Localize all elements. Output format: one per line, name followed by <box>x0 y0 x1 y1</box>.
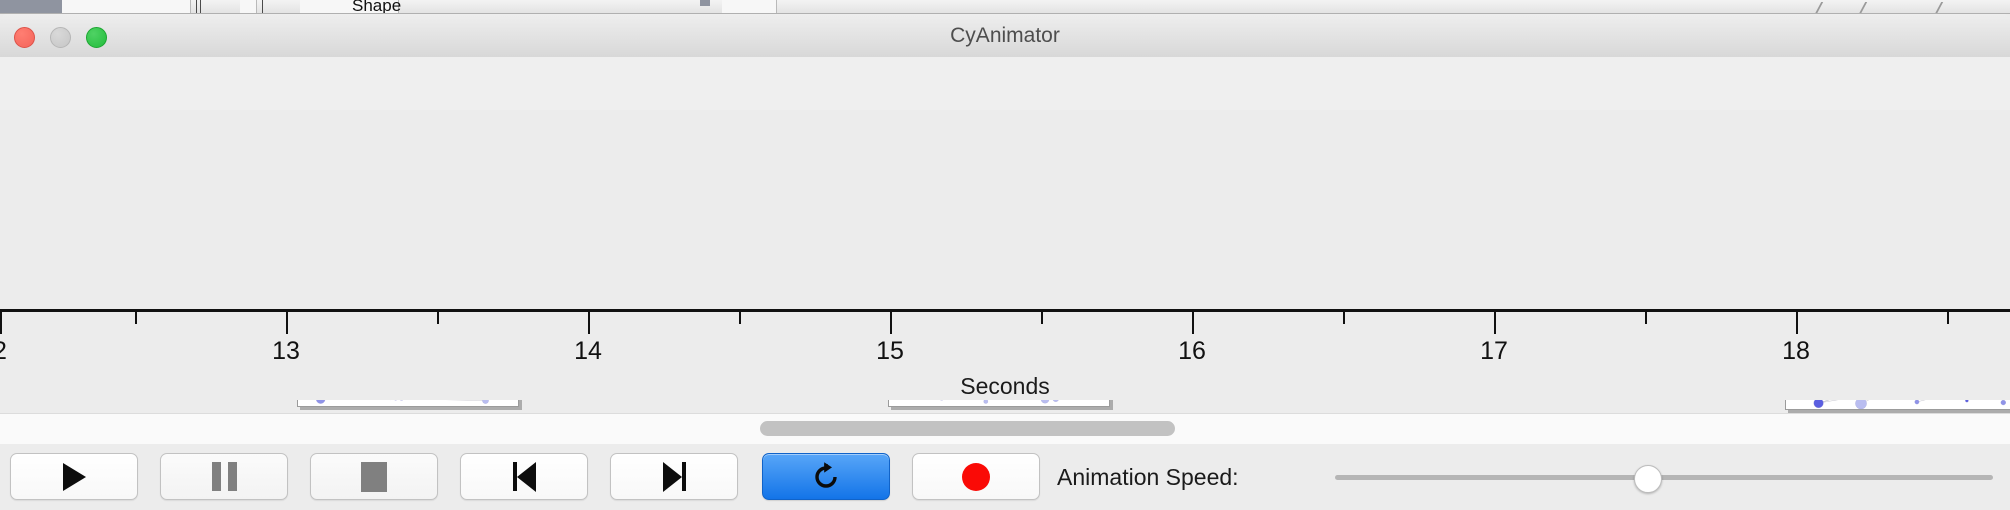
ruler-minor-tick <box>1343 312 1345 324</box>
timeline-track[interactable]: MCM1 MCM1 MCM1 <box>0 110 2010 410</box>
skip-forward-icon <box>662 461 686 492</box>
toolbar: Clear All Frames <box>0 57 2010 153</box>
ruler-tick-label: 13 <box>272 337 300 365</box>
background-window-label: Shape <box>352 0 402 14</box>
ruler-tick-label: 15 <box>876 337 904 365</box>
ruler-major-tick <box>890 312 892 334</box>
ruler-minor-tick <box>739 312 741 324</box>
stop-icon <box>361 461 387 492</box>
ruler-axis-title: Seconds <box>960 373 1050 399</box>
ruler-tick-label: 14 <box>574 337 602 365</box>
background-window-strip: Shape <box>0 0 2010 14</box>
record-icon <box>962 462 990 491</box>
window-title: CyAnimator <box>950 24 1060 47</box>
pause-button[interactable] <box>160 453 288 500</box>
skip-to-end-button[interactable] <box>610 453 738 500</box>
ruler-minor-tick <box>1041 312 1043 324</box>
slider-thumb[interactable] <box>1634 465 1662 493</box>
playback-controls: Animation Speed: <box>0 444 2010 510</box>
ruler-major-tick <box>1494 312 1496 334</box>
close-window-button[interactable] <box>14 27 35 48</box>
timeline-ruler: 2 13 14 15 16 17 18 Seconds <box>0 305 2010 400</box>
skip-back-icon <box>512 461 536 492</box>
ruler-minor-tick <box>437 312 439 324</box>
minimize-window-button[interactable] <box>50 27 71 48</box>
ruler-major-tick <box>1796 312 1798 334</box>
ruler-minor-tick <box>135 312 137 324</box>
title-bar: CyAnimator <box>0 14 2010 58</box>
slider-track[interactable] <box>1335 475 1993 480</box>
pause-icon <box>211 462 237 491</box>
ruler-baseline <box>0 309 2010 312</box>
scrollbar-thumb[interactable] <box>760 421 1175 436</box>
ruler-tick-label: 18 <box>1782 337 1810 365</box>
loop-button[interactable] <box>762 453 890 500</box>
ruler-major-tick <box>0 312 2 334</box>
play-button[interactable] <box>10 453 138 500</box>
ruler-major-tick <box>588 312 590 334</box>
stop-button[interactable] <box>310 453 438 500</box>
skip-to-start-button[interactable] <box>460 453 588 500</box>
animation-speed-label: Animation Speed: <box>1057 464 1239 490</box>
ruler-minor-tick <box>1645 312 1647 324</box>
timeline-horizontal-scrollbar[interactable] <box>0 413 2010 445</box>
ruler-tick-label: 17 <box>1480 337 1508 365</box>
ruler-tick-label: 16 <box>1178 337 1206 365</box>
animation-speed-slider[interactable] <box>1335 444 1993 510</box>
ruler-tick-label: 2 <box>0 337 7 366</box>
loop-icon <box>815 461 837 488</box>
record-button[interactable] <box>912 453 1040 500</box>
play-icon <box>62 462 86 491</box>
maximize-window-button[interactable] <box>86 27 107 48</box>
ruler-minor-tick <box>1947 312 1949 324</box>
ruler-major-tick <box>286 312 288 334</box>
ruler-major-tick <box>1192 312 1194 334</box>
